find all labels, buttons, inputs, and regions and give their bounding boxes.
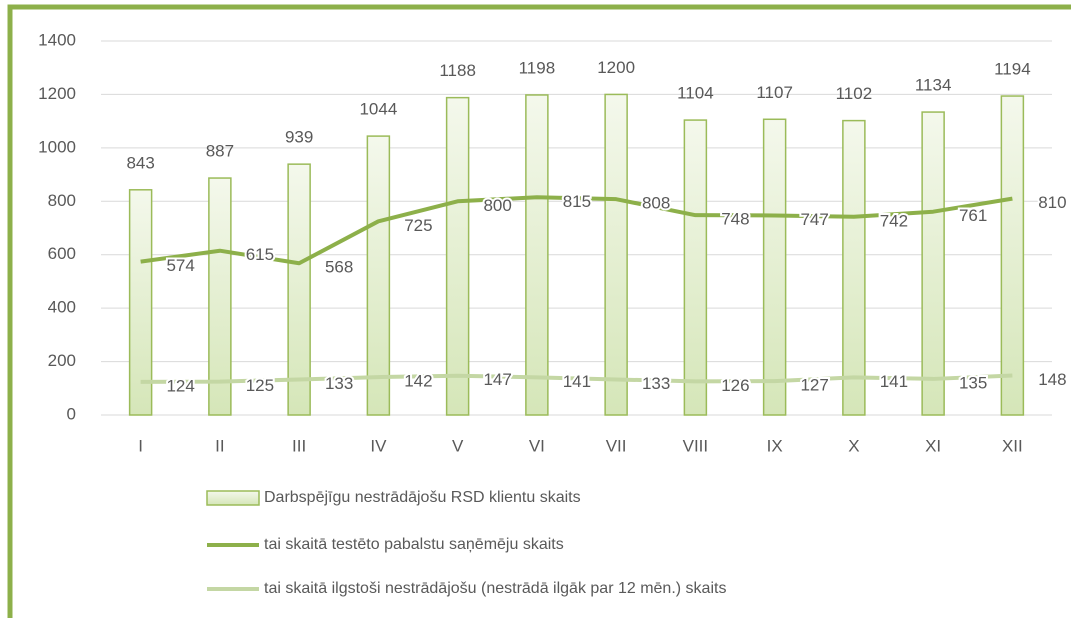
data-label: 125 xyxy=(246,376,274,395)
y-tick-label: 0 xyxy=(67,404,76,423)
bar xyxy=(1000,95,1025,416)
data-label: 1200 xyxy=(597,58,635,77)
data-label: 810 xyxy=(1038,193,1066,212)
line xyxy=(140,373,1013,384)
data-label: 843 xyxy=(126,153,154,172)
data-label: 135 xyxy=(959,373,987,392)
x-tick-label: IX xyxy=(767,436,783,455)
bar xyxy=(128,189,153,416)
legend-swatch xyxy=(206,490,260,506)
data-label: 725 xyxy=(404,216,432,235)
data-label: 1188 xyxy=(439,61,476,80)
data-label: 748 xyxy=(721,210,749,229)
data-label: 1107 xyxy=(756,83,793,102)
x-tick-label: IV xyxy=(370,436,387,455)
x-tick-label: XII xyxy=(1002,436,1023,455)
data-label: 742 xyxy=(880,211,908,230)
data-label: 761 xyxy=(959,206,987,225)
x-tick-label: III xyxy=(292,436,306,455)
data-label: 133 xyxy=(325,374,353,393)
bar xyxy=(366,135,391,416)
data-label: 147 xyxy=(483,370,511,389)
data-label: 1044 xyxy=(359,100,397,119)
data-label: 141 xyxy=(563,372,591,391)
data-label: 141 xyxy=(880,372,908,391)
x-tick-label: I xyxy=(138,436,143,455)
y-tick-label: 200 xyxy=(48,351,76,370)
bar xyxy=(683,119,708,416)
y-tick-label: 1400 xyxy=(38,30,76,49)
data-label: 615 xyxy=(246,245,274,264)
legend-label: tai skaitā testēto pabalstu saņēmēju ska… xyxy=(264,536,564,553)
data-label: 574 xyxy=(166,256,194,275)
x-tick-label: VI xyxy=(529,436,545,455)
bar xyxy=(208,177,232,416)
y-tick-label: 1200 xyxy=(38,84,76,103)
bar xyxy=(445,96,470,416)
data-label: 142 xyxy=(404,372,432,391)
data-label: 1194 xyxy=(994,60,1031,79)
bar xyxy=(842,119,866,416)
bar xyxy=(604,93,628,416)
x-tick-label: II xyxy=(215,436,224,455)
y-tick-label: 1000 xyxy=(38,137,76,156)
x-tick-label: XI xyxy=(925,436,941,455)
y-tick-label: 600 xyxy=(48,244,76,263)
data-label: 1198 xyxy=(519,58,556,77)
data-label: 887 xyxy=(206,142,234,161)
x-tick-label: X xyxy=(848,436,859,455)
data-label: 1102 xyxy=(836,84,873,103)
data-label: 148 xyxy=(1038,370,1066,389)
data-label: 568 xyxy=(325,258,353,277)
data-label: 124 xyxy=(166,376,194,395)
y-tick-label: 400 xyxy=(48,298,76,317)
line xyxy=(140,195,1013,266)
data-label: 1134 xyxy=(915,76,952,95)
data-label: 815 xyxy=(563,192,591,211)
bar xyxy=(762,118,787,416)
x-tick-label: VII xyxy=(606,436,627,455)
data-label: 126 xyxy=(721,376,749,395)
x-tick-label: V xyxy=(452,436,464,455)
data-label: 127 xyxy=(800,376,828,395)
bar xyxy=(921,111,945,416)
x-tick-label: VIII xyxy=(683,436,709,455)
legend-label: tai skaitā ilgstoši nestrādājošu (nestrā… xyxy=(264,580,726,597)
bar xyxy=(525,94,549,416)
legend-label: Darbspējīgu nestrādājošu RSD klientu ska… xyxy=(264,489,581,506)
data-label: 133 xyxy=(642,374,670,393)
y-tick-label: 800 xyxy=(48,191,76,210)
frame xyxy=(7,4,1071,618)
data-label: 1104 xyxy=(677,84,714,103)
data-label: 808 xyxy=(642,194,670,213)
bar xyxy=(287,163,311,416)
data-label: 800 xyxy=(483,196,511,215)
data-label: 747 xyxy=(800,210,828,229)
data-label: 939 xyxy=(285,128,313,147)
